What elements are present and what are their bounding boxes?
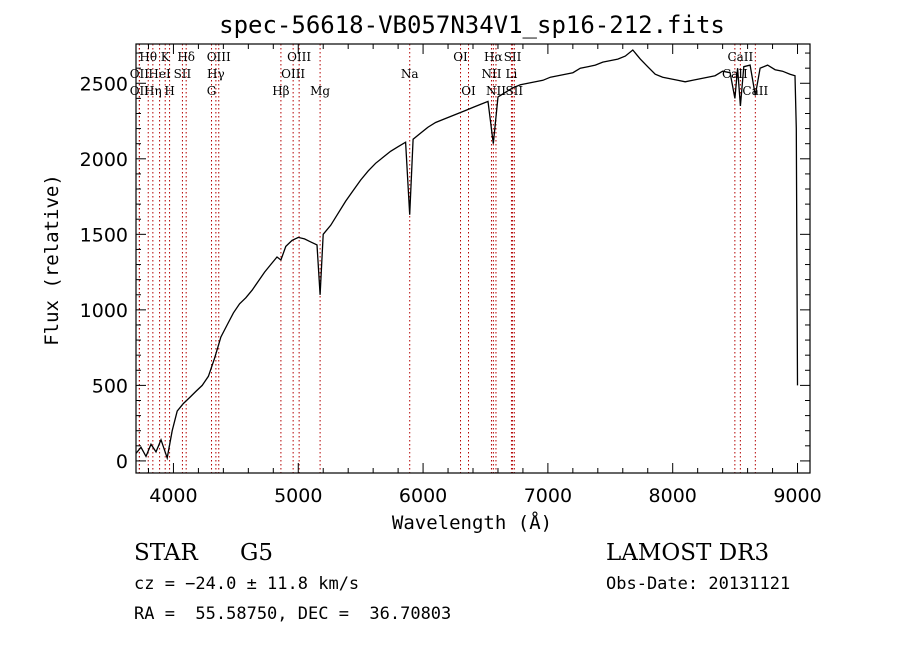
spectral-line-label: CaII — [727, 50, 753, 64]
chart-title: spec-56618-VB057N34V1_sp16-212.fits — [219, 11, 725, 39]
y-tick-label: 0 — [116, 451, 128, 473]
spectral-line-label: CaII — [722, 67, 748, 81]
survey-name: LAMOST DR3 — [606, 540, 770, 566]
spectral-line-label: Li — [506, 67, 518, 81]
y-axis-label: Flux (relative) — [41, 174, 63, 346]
x-tick-label: 7000 — [524, 485, 572, 507]
spectral-line-label: Hη — [144, 84, 162, 98]
redshift-velocity: cz = −24.0 ± 11.8 km/s — [134, 574, 360, 594]
x-axis-label: Wavelength (Å) — [392, 511, 552, 534]
x-axis-ticks: 4000 5000 6000 7000 8000 9000 — [147, 44, 822, 507]
y-tick-label: 2500 — [80, 73, 128, 95]
y-tick-label: 2000 — [80, 149, 128, 171]
spectral-line-label: Hγ — [207, 67, 225, 81]
spectral-line-label: OI — [453, 50, 468, 64]
spectral-line-label: OIII — [207, 50, 231, 64]
spectral-line-label: SII — [505, 84, 523, 98]
y-axis-ticks: 0 500 1000 1500 2000 2500 — [80, 52, 810, 473]
spectral-line-label: Hα — [484, 50, 503, 64]
x-tick-label: 9000 — [773, 485, 821, 507]
spectral-line-label: OIII — [281, 67, 305, 81]
spectrum-line — [135, 49, 799, 461]
spectral-line-label: SII — [504, 50, 522, 64]
y-tick-label: 1500 — [80, 224, 128, 246]
spectral-line-label: Hθ — [139, 50, 157, 64]
object-class: STAR — [134, 540, 198, 566]
spectral-line-label: NII — [486, 84, 506, 98]
x-tick-label: 6000 — [399, 485, 447, 507]
spectral-line-markers — [138, 44, 756, 473]
spectral-line-label: OII — [130, 84, 150, 98]
object-subclass: G5 — [240, 540, 274, 566]
spectral-line-label: OIII — [287, 50, 311, 64]
spectral-line-label: SII — [174, 67, 192, 81]
spectral-line-label: HeI — [148, 67, 171, 81]
plot-frame — [135, 43, 811, 474]
y-tick-label: 500 — [92, 375, 128, 397]
coordinates: RA = 55.58750, DEC = 36.70803 — [134, 604, 452, 624]
spectral-line-label: K — [161, 50, 171, 64]
spectral-line-label: OII — [130, 67, 150, 81]
spectral-line-label: G — [207, 84, 217, 98]
spectral-line-label: NII — [481, 67, 501, 81]
x-tick-label: 5000 — [274, 485, 322, 507]
observation-date: Obs-Date: 20131121 — [606, 574, 791, 594]
spectral-line-label: Hβ — [272, 84, 289, 98]
spectral-line-label: OI — [461, 84, 476, 98]
x-tick-label: 8000 — [649, 485, 697, 507]
spectral-line-label: H — [164, 84, 174, 98]
y-tick-label: 1000 — [80, 300, 128, 322]
spectral-line-label: Mg — [310, 84, 330, 98]
spectral-line-label: Na — [401, 67, 419, 81]
x-tick-label: 4000 — [149, 485, 197, 507]
spectral-line-label: Hδ — [177, 50, 195, 64]
